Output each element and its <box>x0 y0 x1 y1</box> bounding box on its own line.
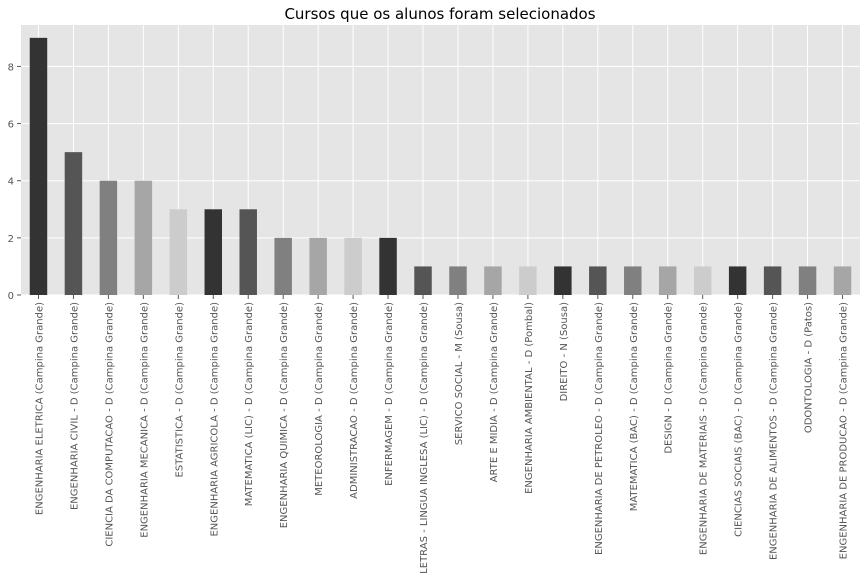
bar <box>99 180 118 295</box>
bar <box>169 209 188 295</box>
chart-title: Cursos que os alunos foram selecionados <box>284 5 595 23</box>
y-tick-label: 8 <box>8 62 14 73</box>
bar <box>833 266 852 295</box>
x-tick-label: SERVICO SOCIAL - M (Sousa) <box>454 302 465 445</box>
bar <box>309 237 327 295</box>
plot-background <box>21 25 860 295</box>
x-tick-label: ENGENHARIA ELETRICA (Campina Grande) <box>34 302 45 515</box>
bar <box>449 266 467 295</box>
x-tick-label: DIREITO - N (Sousa) <box>559 302 570 402</box>
x-tick-label: ENGENHARIA CIVIL - D (Campina Grande) <box>69 302 80 510</box>
x-tick-label: ODONTOLOGIA - D (Patos) <box>804 302 815 433</box>
bar <box>624 266 642 295</box>
y-tick-label: 0 <box>8 291 14 302</box>
x-tick-label: ENGENHARIA DE PETROLEO - D (Campina Gran… <box>594 302 605 555</box>
x-tick-label: MATEMATICA (BAC) - D (Campina Grande) <box>629 302 640 511</box>
x-tick-label: CIENCIA DA COMPUTACAO - D (Campina Grand… <box>104 302 115 547</box>
x-tick-label: ENGENHARIA MECANICA - D (Campina Grande) <box>139 302 150 538</box>
x-tick-label: ENGENHARIA AMBIENTAL - D (Pombal) <box>524 302 535 494</box>
x-tick-label: CIENCIAS SOCIAIS (BAC) - D (Campina Gran… <box>734 302 745 537</box>
x-tick-label: ADMINISTRACAO - D (Campina Grande) <box>349 302 360 499</box>
x-axis-ticks: ENGENHARIA ELETRICA (Campina Grande) ENGE… <box>34 295 850 574</box>
bar <box>274 237 292 295</box>
y-axis-ticks: 0 2 4 6 8 <box>8 62 21 302</box>
x-tick-label: ARTE E MIDIA - D (Campina Grande) <box>489 302 500 482</box>
bar <box>554 266 572 295</box>
x-tick-label: ESTATISTICA - D (Campina Grande) <box>174 302 185 478</box>
x-tick-label: MATEMATICA (LIC) - D (Campina Grande) <box>244 302 255 506</box>
bar <box>379 237 397 295</box>
y-tick-label: 2 <box>8 234 14 245</box>
bar <box>589 266 607 295</box>
bar <box>414 266 432 295</box>
bar <box>64 152 83 295</box>
bar <box>693 266 712 295</box>
bar <box>29 37 48 295</box>
bar <box>204 209 223 295</box>
bars <box>29 37 852 295</box>
bar <box>344 237 362 295</box>
x-tick-label: ENFERMAGEM - D (Campina Grande) <box>384 302 395 486</box>
x-tick-label: ENGENHARIA AGRICOLA - D (Campina Grande) <box>209 302 220 537</box>
bar <box>798 266 817 295</box>
bar <box>519 266 537 295</box>
bar <box>134 180 153 295</box>
x-tick-label: ENGENHARIA DE PRODUCAO - D (Campina Gran… <box>839 302 850 559</box>
x-tick-label: ENGENHARIA DE ALIMENTOS - D (Campina Gra… <box>769 302 780 560</box>
bar <box>239 209 257 295</box>
x-tick-label: LETRAS - LINGUA INGLESA (LIC) - D (Campi… <box>419 302 430 574</box>
x-tick-label: ENGENHARIA QUIMICA - D (Campina Grande) <box>279 302 290 528</box>
bar <box>728 266 747 295</box>
x-tick-label: DESIGN - D (Campina Grande) <box>664 302 675 454</box>
x-tick-label: ENGENHARIA DE MATERIAIS - D (Campina Gra… <box>699 302 710 555</box>
x-tick-label: METEOROLOGIA - D (Campina Grande) <box>314 302 325 496</box>
bar <box>763 266 782 295</box>
y-tick-label: 6 <box>8 120 14 131</box>
bar <box>658 266 677 295</box>
bar <box>484 266 502 295</box>
y-tick-label: 4 <box>8 177 14 188</box>
